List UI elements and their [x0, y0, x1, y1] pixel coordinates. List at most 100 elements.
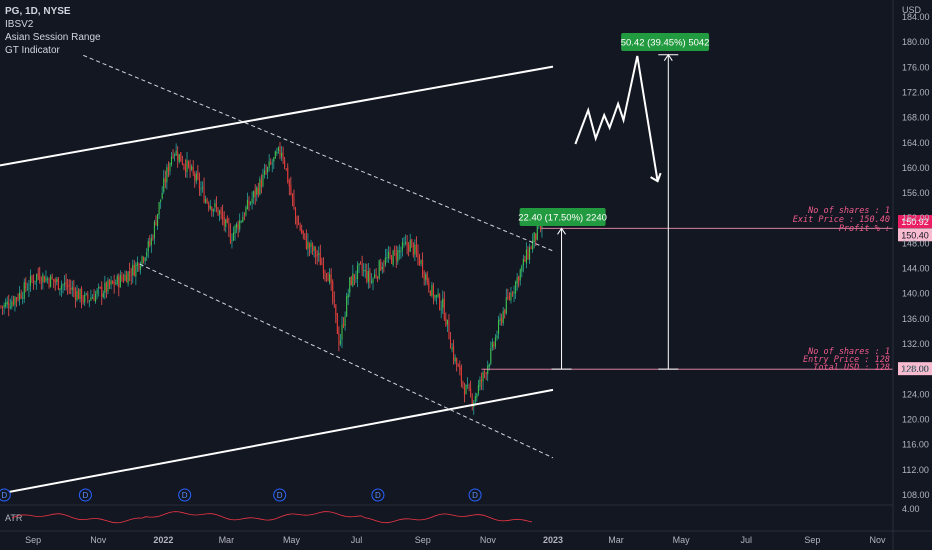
candle [408, 242, 410, 257]
candle [403, 236, 405, 248]
candle [122, 273, 124, 284]
candle [166, 164, 168, 190]
candle [366, 263, 368, 284]
candle-body [194, 174, 196, 180]
candle [95, 290, 97, 304]
candle-body [57, 277, 59, 290]
candle-body [271, 163, 273, 165]
candle-body [459, 366, 461, 370]
y-tick-label: 148.00 [902, 238, 930, 248]
candle-body [107, 280, 109, 292]
candle [448, 314, 450, 340]
candle-body [276, 151, 278, 154]
candle [70, 279, 72, 295]
candle [139, 261, 142, 275]
candle-body [25, 281, 27, 289]
candle-body [448, 320, 450, 339]
candle-body [0, 306, 2, 307]
dividend-marker[interactable]: D [273, 488, 287, 502]
candle-body [344, 316, 346, 326]
candle [480, 372, 483, 390]
indicator-gt[interactable]: GT Indicator [5, 45, 60, 56]
candle-body [28, 287, 30, 289]
candle [484, 369, 486, 379]
candle [99, 286, 101, 290]
candle [254, 184, 256, 205]
candle-body [374, 274, 376, 278]
candle [322, 257, 324, 280]
candle [45, 270, 47, 283]
candle-body [312, 244, 314, 252]
candle [121, 271, 123, 282]
down-channel-bottom-line [139, 263, 554, 459]
dividend-marker[interactable]: D [371, 488, 385, 502]
candle [355, 270, 357, 283]
candle [273, 157, 275, 170]
candle-body [8, 303, 10, 308]
candle-body [440, 308, 442, 310]
candle [508, 292, 510, 301]
candle [436, 294, 438, 305]
candle-body [443, 298, 445, 320]
candle-body [318, 253, 320, 256]
y-tick-label: 140.00 [902, 289, 930, 299]
candle-body [149, 241, 151, 246]
candle-body [127, 271, 129, 284]
candle-body [119, 274, 121, 288]
candle [130, 267, 132, 285]
candle [321, 257, 323, 265]
candle-body [33, 280, 35, 284]
candle [504, 308, 506, 319]
candle [232, 226, 235, 242]
candle-body [290, 184, 292, 195]
candle [308, 242, 310, 257]
candle [163, 169, 165, 194]
entry-info-line: No of shares : 1 [807, 347, 890, 357]
candle [294, 206, 297, 225]
indicator-asian-session[interactable]: Asian Session Range [5, 32, 101, 43]
candle-body [513, 291, 515, 294]
candle [409, 233, 411, 253]
candle-body [406, 241, 408, 247]
candle [381, 262, 383, 274]
candle-body [178, 154, 180, 163]
candle-body [313, 246, 315, 251]
candle [147, 237, 149, 259]
candle-body [87, 294, 89, 299]
candle [222, 204, 224, 226]
candle [36, 273, 38, 290]
candle [305, 229, 307, 250]
candle-body [174, 154, 176, 156]
candle [515, 280, 517, 299]
dividend-marker[interactable]: D [178, 488, 192, 502]
candle-body [431, 285, 433, 296]
candle-body [375, 275, 377, 277]
candle [226, 215, 228, 224]
y-tick-label: 124.00 [902, 389, 930, 399]
dividend-marker[interactable]: D [468, 488, 482, 502]
x-tick-label: May [283, 535, 301, 545]
candle [246, 192, 248, 210]
candle-body [254, 189, 256, 197]
candle [105, 281, 107, 298]
candle-body [302, 231, 304, 234]
candle-body [42, 274, 44, 283]
candle-body [226, 217, 228, 223]
candle-body [39, 274, 41, 282]
candle-body [11, 301, 13, 308]
dividend-marker[interactable]: D [0, 488, 11, 502]
indicator-ibsv2[interactable]: IBSV2 [5, 19, 34, 30]
price-tag-bg [898, 362, 932, 376]
candle-body [335, 304, 337, 315]
candle-body [422, 259, 424, 275]
candle [377, 275, 379, 283]
candle [369, 267, 371, 288]
candle [197, 164, 199, 181]
candle [296, 215, 298, 229]
badge-text: 50.42 (39.45%) 5042 [621, 38, 710, 49]
x-tick-label: 2022 [153, 535, 173, 545]
candle-body [527, 250, 529, 259]
candle [533, 231, 535, 249]
dividend-marker[interactable]: D [78, 488, 92, 502]
